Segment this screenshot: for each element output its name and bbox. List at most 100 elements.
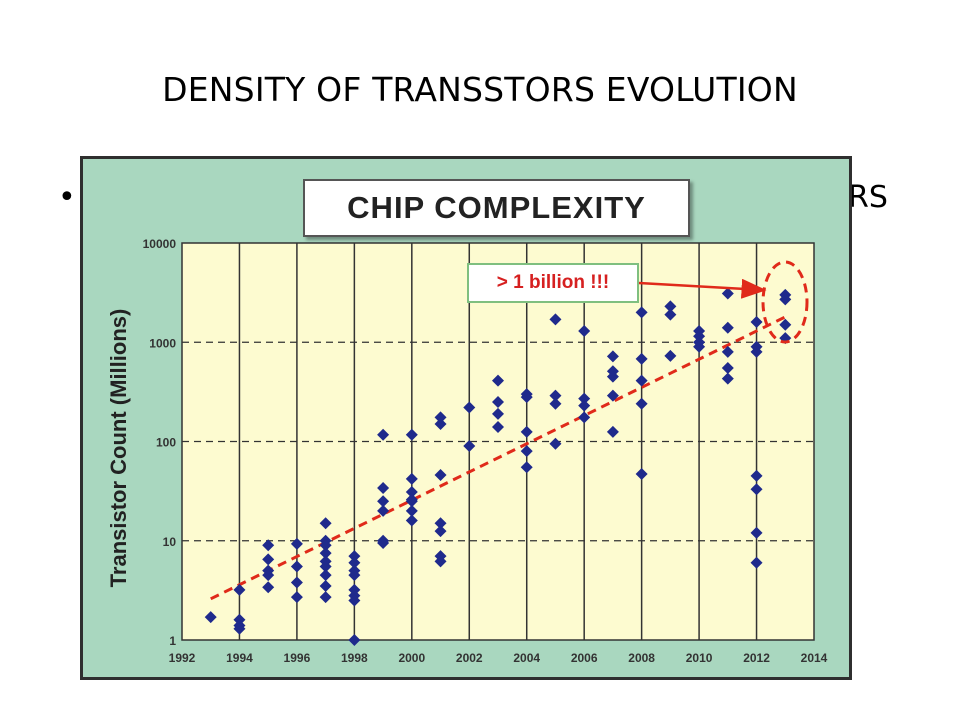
data-point (750, 526, 763, 539)
data-point (779, 293, 792, 306)
x-tick-label: 2010 (686, 651, 713, 665)
data-point (779, 318, 792, 331)
data-point (578, 399, 591, 412)
data-point (549, 397, 562, 410)
data-point (290, 576, 303, 589)
y-axis-label: Transistor Count (Millions) (106, 309, 131, 588)
x-tick-label: 2006 (571, 651, 598, 665)
data-point (319, 591, 332, 604)
data-point (434, 468, 447, 481)
data-point (434, 555, 447, 568)
data-point (348, 550, 361, 563)
data-point (520, 461, 533, 474)
data-point (693, 340, 706, 353)
bullet-text-fragment: RS (848, 180, 888, 215)
data-point (520, 425, 533, 438)
data-point (578, 324, 591, 337)
data-point (377, 428, 390, 441)
data-point (319, 539, 332, 552)
data-point (463, 440, 476, 453)
data-point (319, 580, 332, 593)
data-point (635, 352, 648, 365)
data-point (721, 372, 734, 385)
y-tick-label: 10 (163, 535, 177, 549)
data-point (405, 472, 418, 485)
data-point (434, 517, 447, 530)
chart-title: CHIP COMPLEXITY (303, 179, 690, 237)
data-point (750, 556, 763, 569)
data-point (492, 420, 504, 433)
data-point (520, 445, 533, 458)
data-point (750, 483, 763, 496)
data-point (204, 611, 217, 624)
data-point (348, 556, 361, 569)
data-point (262, 581, 275, 594)
tick-labels: 1992 1994 1996 1998 2000 2002 2004 2006 2008 2010… (143, 237, 828, 665)
data-point (578, 411, 591, 424)
data-point (319, 569, 332, 582)
data-point (606, 350, 619, 363)
data-point (290, 560, 303, 573)
data-point (635, 397, 648, 410)
data-point (492, 374, 504, 387)
data-point (635, 468, 648, 481)
data-point (664, 349, 677, 362)
y-tick-label: 100 (156, 436, 176, 450)
data-point (405, 428, 418, 441)
data-point (290, 537, 303, 550)
data-point (463, 401, 476, 414)
trend-line (210, 315, 786, 601)
data-point (319, 547, 332, 560)
highlight-ellipse (761, 260, 809, 344)
y-tick-label: 10000 (143, 237, 177, 251)
data-point (319, 560, 332, 573)
data-point (434, 525, 447, 538)
data-point (549, 389, 562, 402)
x-tick-label: 2014 (801, 651, 828, 665)
data-point (405, 485, 418, 498)
x-tick-label: 2004 (513, 651, 540, 665)
x-tick-label: 2002 (456, 651, 483, 665)
callout-arrow (638, 278, 767, 299)
x-tick-label: 1992 (169, 651, 196, 665)
data-point (262, 539, 275, 552)
data-point (405, 514, 418, 527)
data-point (233, 583, 246, 596)
x-tick-label: 1994 (226, 651, 253, 665)
x-tick-label: 1996 (284, 651, 311, 665)
y-tick-label: 1 (169, 634, 176, 648)
data-point (721, 345, 734, 358)
data-point (664, 300, 677, 313)
data-point (606, 389, 619, 402)
slide-title: DENSITY OF TRANSSTORS EVOLUTION (162, 70, 798, 109)
bullet-glyph: • (58, 180, 76, 215)
data-point (664, 308, 677, 321)
data-point (635, 306, 648, 319)
data-point (492, 396, 504, 409)
billion-callout: > 1 billion !!! (467, 263, 639, 303)
data-point (492, 407, 504, 420)
x-tick-label: 2012 (743, 651, 770, 665)
x-tick-label: 2000 (398, 651, 425, 665)
data-point (750, 469, 763, 482)
grid-lines (182, 243, 814, 640)
data-point (233, 622, 246, 635)
data-point (405, 493, 418, 506)
trend-line-group (210, 315, 786, 601)
data-point (606, 370, 619, 383)
data-point (348, 594, 361, 607)
data-point (377, 482, 390, 495)
data-point (405, 504, 418, 517)
data-point (377, 504, 390, 517)
data-point (721, 362, 734, 375)
x-tick-label: 1998 (341, 651, 368, 665)
data-point (319, 517, 332, 530)
data-point (606, 425, 619, 438)
data-point (290, 591, 303, 604)
data-point (750, 345, 763, 358)
data-point (434, 411, 447, 424)
data-point (750, 315, 763, 328)
y-tick-label: 1000 (149, 336, 176, 350)
data-point (693, 330, 706, 343)
